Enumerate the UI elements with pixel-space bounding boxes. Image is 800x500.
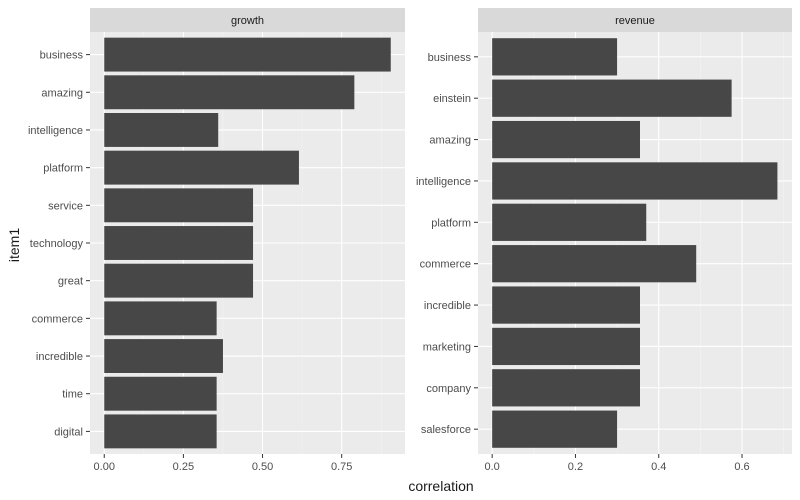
bar-platform [104, 150, 299, 185]
y-tick-label: incredible [36, 351, 83, 363]
x-tick-label: 0.25 [173, 461, 194, 473]
x-axis-label: correlation [408, 478, 473, 494]
y-tick-label: commerce [420, 259, 471, 271]
y-tick-label: platform [43, 163, 83, 175]
x-tick-label: 0.6 [734, 461, 749, 473]
facet-revenue: revenue business einstein amazing intelligen… [416, 8, 792, 473]
bar-salesforce [492, 410, 618, 448]
bar-commerce [492, 245, 697, 283]
facet-growth: growth business amazing intelligence platfor… [28, 8, 405, 473]
y-tick-label: service [48, 200, 83, 212]
y-tick-label: platform [431, 217, 471, 229]
x-tick-label: 0.2 [568, 461, 583, 473]
facet-panels: growth business amazing intelligence platfor… [28, 8, 792, 473]
bar-amazing [104, 75, 355, 110]
bar-technology [104, 226, 254, 260]
y-tick-label: business [40, 50, 84, 62]
x-tick-label: 0.00 [94, 461, 115, 473]
bar-incredible [104, 339, 223, 373]
bar-business [104, 37, 391, 72]
x-tick-label: 0.4 [651, 461, 666, 473]
bar-commerce [104, 301, 217, 336]
x-tick-label: 0.0 [485, 461, 500, 473]
y-tick-label: intelligence [416, 176, 471, 188]
y-tick-label: amazing [429, 135, 471, 147]
bar-service [104, 188, 254, 223]
bar-great [104, 263, 254, 298]
facet-strip [90, 8, 405, 32]
y-tick-label: technology [30, 238, 84, 250]
bar-company [492, 369, 640, 407]
y-tick-label: digital [54, 426, 83, 438]
y-tick-label: einstein [433, 93, 471, 105]
y-tick-label: great [58, 276, 83, 288]
bar-business [492, 38, 618, 76]
y-tick-label: salesforce [421, 424, 471, 436]
x-tick-label: 0.50 [252, 461, 273, 473]
bar-platform [492, 203, 647, 241]
facet-strip-label: revenue [615, 15, 655, 27]
y-tick-label: time [62, 389, 83, 401]
y-tick-label: amazing [41, 87, 83, 99]
bar-time [104, 376, 217, 411]
bar-intelligence [492, 162, 778, 200]
facet-strip-label: growth [231, 15, 264, 27]
y-tick-label: marketing [423, 341, 471, 353]
bar-intelligence [104, 113, 219, 147]
y-tick-label: company [426, 383, 471, 395]
y-tick-label: commerce [32, 313, 83, 325]
y-tick-label: incredible [424, 300, 471, 312]
facet-strip [478, 8, 792, 32]
x-tick-label: 0.75 [331, 461, 352, 473]
bar-marketing [492, 327, 640, 366]
bar-digital [104, 414, 217, 449]
bar-amazing [492, 120, 640, 159]
bar-incredible [492, 286, 640, 324]
y-tick-label: business [428, 52, 472, 64]
y-tick-label: intelligence [28, 125, 83, 137]
bar-einstein [492, 79, 732, 117]
y-axis-label: item1 [6, 228, 22, 262]
